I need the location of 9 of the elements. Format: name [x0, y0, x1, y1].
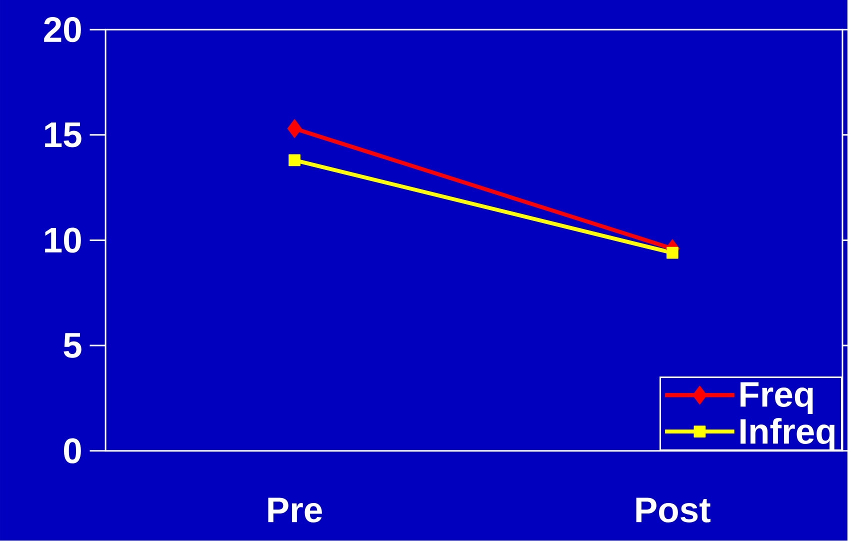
y-tick-label: 15: [45, 122, 82, 148]
legend-label: Infreq: [740, 418, 834, 452]
x-tick-label: Post: [636, 498, 710, 523]
y-tick-label: 5: [64, 333, 82, 358]
y-tick-label: 0: [64, 438, 81, 464]
y-tick-label: 20: [44, 17, 81, 42]
y-tick-label: 10: [45, 228, 81, 253]
legend-label: Freq: [740, 382, 813, 414]
x-tick-label: Pre: [268, 498, 322, 523]
